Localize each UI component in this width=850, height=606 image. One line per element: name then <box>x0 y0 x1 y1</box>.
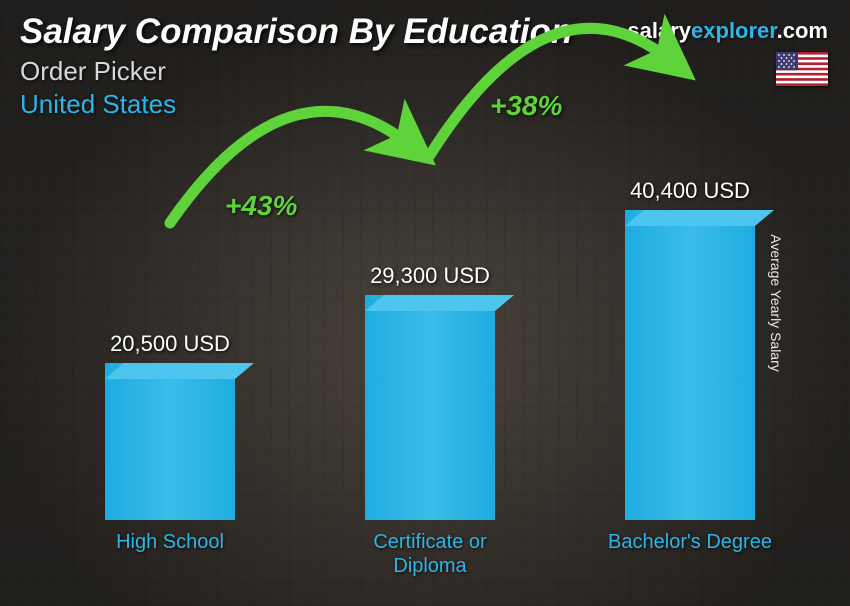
bar-front-face <box>365 295 495 520</box>
chart-country: United States <box>20 89 830 120</box>
bar-label: Bachelor's Degree <box>608 530 772 578</box>
bar-label: Certificate orDiploma <box>373 530 486 578</box>
bar-group: 29,300 USD Certificate orDiploma <box>340 263 520 578</box>
bar <box>365 295 495 520</box>
brand-part3: .com <box>777 18 828 43</box>
bar <box>105 363 235 520</box>
bar-top-face <box>625 210 774 226</box>
bar-chart: 20,500 USD High School 29,300 USD Certif… <box>40 148 790 578</box>
bar-value: 29,300 USD <box>370 263 490 289</box>
increase-pct: +43% <box>225 190 297 222</box>
increase-pct: +38% <box>490 90 562 122</box>
bar <box>625 210 755 520</box>
chart-subtitle: Order Picker <box>20 56 830 87</box>
bar-label: High School <box>116 530 224 578</box>
us-flag-icon <box>776 52 828 86</box>
bar-front-face <box>105 363 235 520</box>
brand-part2: explorer <box>691 18 777 43</box>
bar-group: 40,400 USD Bachelor's Degree <box>600 178 780 578</box>
brand-logo: salaryexplorer.com <box>627 18 828 44</box>
bar-front-face <box>625 210 755 520</box>
bar-top-face <box>365 295 514 311</box>
bar-value: 40,400 USD <box>630 178 750 204</box>
brand-part1: salary <box>627 18 691 43</box>
bar-value: 20,500 USD <box>110 331 230 357</box>
bar-group: 20,500 USD High School <box>80 331 260 578</box>
bar-top-face <box>105 363 254 379</box>
